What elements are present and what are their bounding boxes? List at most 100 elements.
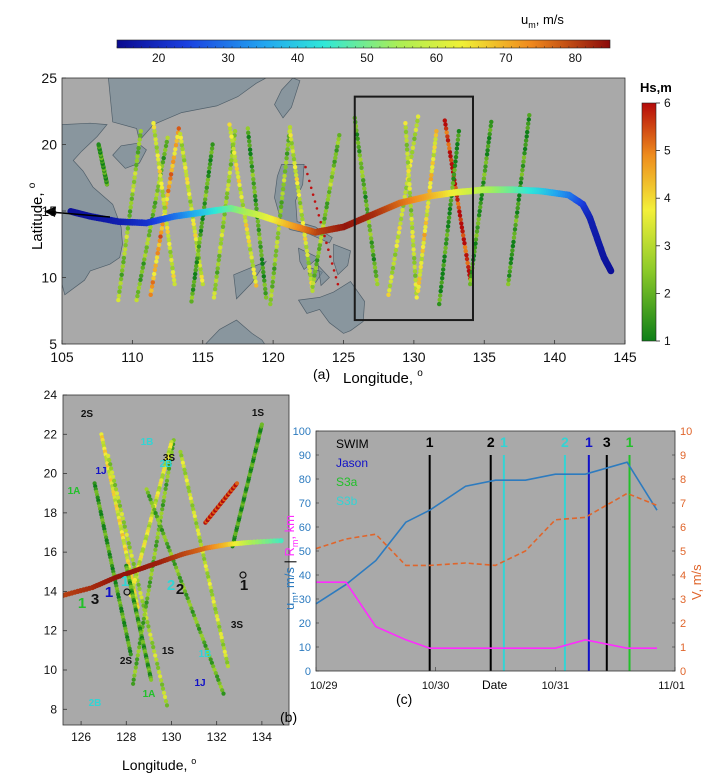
swath-point [306,172,309,176]
swath-point [511,235,517,240]
swath-point [178,131,183,137]
panel-c-xticks: 10/29 10/30 10/31 11/01 [310,667,685,692]
swath-point [113,482,118,488]
panel-a: 105 110 115 120 125 130 135 140 145 5 10 15 20 25 Lo… [27,70,637,387]
land-polygon [317,264,330,287]
swath-point [407,182,412,187]
swath-point [159,511,164,516]
swath-point [405,151,410,156]
swath-point [268,301,273,307]
swath-point [231,146,236,151]
swath-point [154,255,160,260]
swath-point [161,499,166,504]
swath-point [195,252,200,257]
swath-point [416,284,421,289]
swath-point [152,129,157,134]
swath-point [257,236,262,241]
right-colorbar-tick-label: 1 [664,334,671,348]
swath-point [403,129,409,135]
swath-point [203,564,208,569]
panel-a-ylabel: Latitude, o [27,182,46,250]
swath-point [317,214,321,217]
swath-point [203,197,208,202]
swath-point [122,247,128,252]
swath-point [451,176,456,181]
swath-point [271,270,276,276]
swath-point [189,206,194,212]
swath-point [526,121,531,126]
swath-point [151,208,156,214]
swath-point [155,149,160,154]
panel-a-xtick-label: 125 [332,349,356,365]
swath-point [228,162,234,167]
swath-point [145,592,151,597]
swath-point [263,295,269,300]
swath-point [249,160,254,165]
swath-point [415,288,421,293]
swath-point [184,592,189,597]
swath-point [204,647,209,652]
right-colorbar-tick-label: 3 [664,239,671,253]
swath-point [258,248,264,254]
swath-point [139,269,145,274]
swath-point [400,207,405,213]
swath-point [242,214,248,220]
swath-point [317,242,323,248]
swath-point [119,272,124,277]
swath-point [332,269,336,272]
swath-point [158,177,164,182]
swath-point [225,664,231,669]
panel-a-xtick-label: 140 [543,349,567,365]
swath-point [405,155,410,161]
swath-point [311,277,317,282]
swath-point [245,231,250,236]
swath-point [236,174,241,180]
swath-point [252,185,257,190]
swath-point [457,209,462,214]
swath-point [153,196,159,201]
swath-point [360,173,365,179]
swath-point [163,538,168,543]
swath-point [207,165,212,171]
swath-point [290,145,295,150]
swath-point [133,669,138,674]
swath-point [200,281,205,287]
panel-c-legend-item: Jason [336,456,368,470]
swath-point [485,148,490,153]
swath-point [129,553,134,558]
swath-point [142,253,148,258]
swath-point [152,507,157,512]
swath-point [208,158,213,163]
swath-point [227,122,232,127]
panel-b-marker [239,571,247,579]
swath-point [144,487,149,492]
swath-point [318,239,323,244]
swath-point [143,604,148,609]
swath-point [205,571,210,576]
swath-point [512,231,517,236]
panel-a-xtick-label: 135 [473,349,497,365]
swath-point [521,155,527,160]
swath-point [370,248,375,254]
swath-point [403,125,408,130]
panel-a-xtick-label: 130 [402,349,426,365]
swath-point [244,222,249,228]
swath-point [152,555,157,561]
swath-point [358,157,363,162]
swath-point [369,240,374,245]
swath-point [278,213,283,218]
swath-point [523,142,528,147]
top-colorbar-tick-label: 20 [152,51,166,65]
swath-point [176,572,181,577]
swath-point [215,270,220,275]
swath-point [457,213,463,218]
swath-point [158,173,163,178]
swath-point [135,657,140,662]
swath-point [356,144,361,150]
swath-point [156,531,161,536]
swath-point [120,516,125,521]
swath-point [226,178,231,184]
swath-point [123,528,128,533]
swath-point [155,188,160,193]
